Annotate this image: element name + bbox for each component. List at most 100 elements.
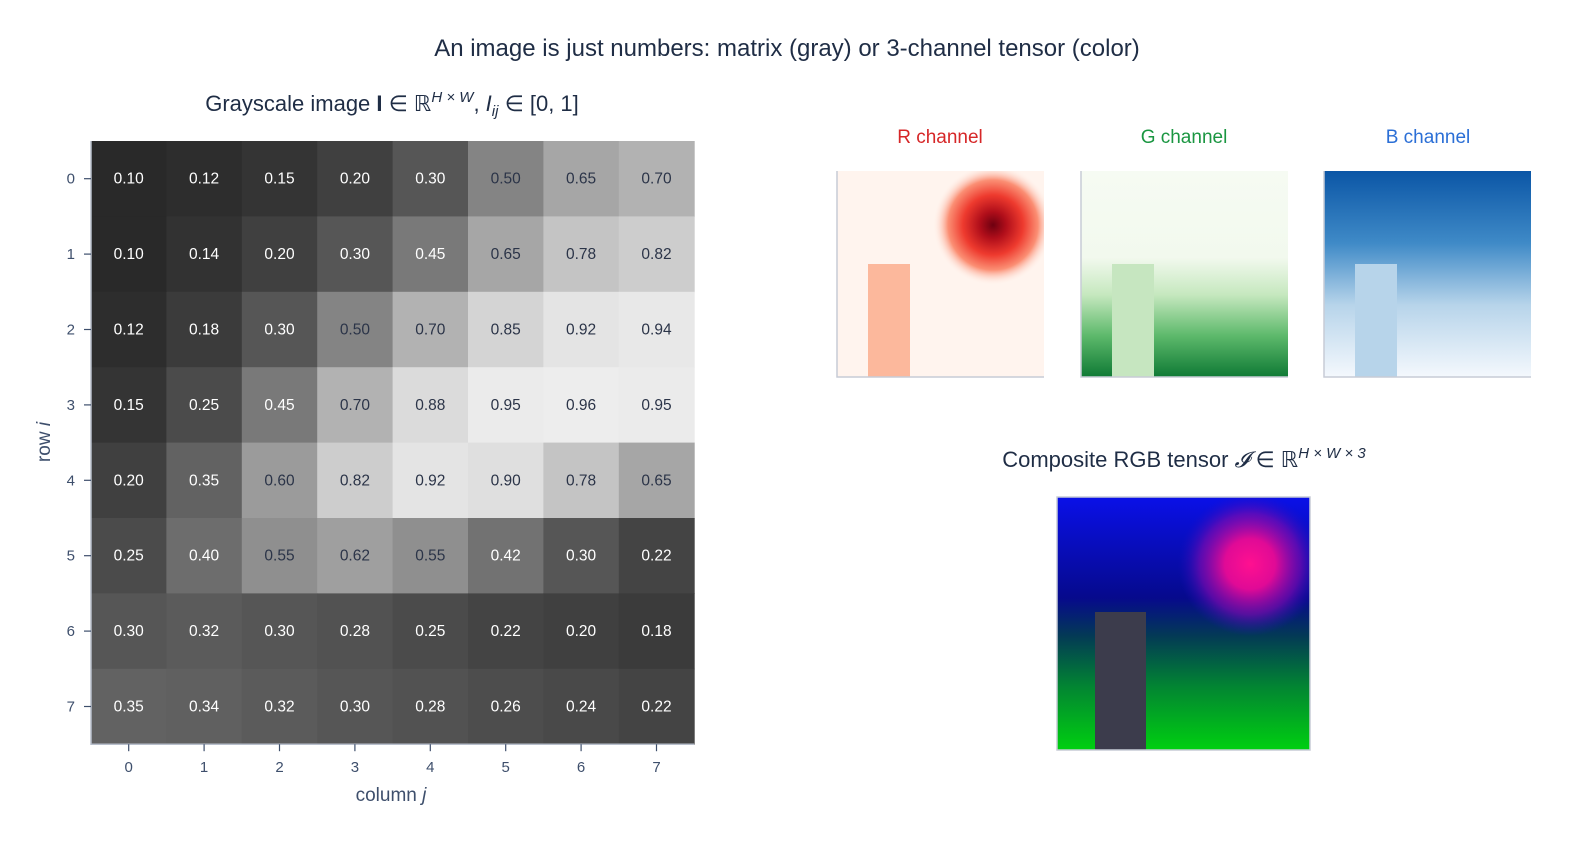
heatmap-cell-5-6 (543, 518, 620, 594)
heatmap-value-label: 0.20 (264, 246, 295, 263)
heatmap-cell-6-1 (166, 593, 243, 670)
heatmap-value-label: 0.62 (340, 548, 370, 565)
heatmap-value-label: 0.45 (264, 397, 294, 414)
heatmap-cell-0-1 (166, 141, 243, 217)
y-tick-label: 4 (67, 472, 75, 489)
heatmap-cell-3-6 (543, 367, 620, 444)
heatmap-cell-2-0 (91, 291, 167, 368)
heatmap-value-label: 0.30 (340, 699, 371, 716)
heatmap-value-label: 0.42 (491, 548, 521, 565)
heatmap-value-label: 0.94 (641, 322, 672, 339)
heatmap-cell-6-0 (91, 593, 167, 670)
heatmap-cell-1-0 (91, 216, 167, 293)
heatmap-cell-3-2 (241, 367, 318, 444)
heatmap-cell-5-0 (91, 518, 167, 594)
heatmap-value-label: 0.26 (491, 699, 521, 716)
heatmap-value-label: 0.28 (415, 699, 445, 716)
heatmap-value-label: 0.30 (566, 548, 597, 565)
heatmap-cell-2-5 (468, 291, 544, 368)
heatmap-value-label: 0.25 (189, 397, 219, 414)
heatmap-value-label: 0.65 (641, 472, 671, 489)
heatmap-value-label: 0.30 (114, 623, 145, 640)
heatmap-cell-5-2 (241, 518, 318, 594)
heatmap-value-label: 0.34 (189, 699, 220, 716)
heatmap-cell-6-4 (392, 593, 469, 670)
heatmap-value-label: 0.20 (340, 171, 371, 188)
heatmap-cell-2-6 (543, 291, 620, 368)
heatmap-cell-1-6 (543, 216, 620, 293)
heatmap-value-label: 0.30 (264, 322, 295, 339)
heatmap-value-label: 0.60 (264, 472, 295, 489)
heatmap-value-label: 0.32 (264, 699, 294, 716)
heatmap-cell-0-2 (241, 141, 318, 217)
heatmap-value-label: 0.95 (491, 397, 521, 414)
heatmap-cell-1-4 (392, 216, 469, 293)
y-tick-label: 6 (67, 623, 75, 640)
heatmap-value-label: 0.18 (641, 623, 671, 640)
heatmap-value-label: 0.78 (566, 246, 596, 263)
heatmap-value-label: 0.92 (415, 472, 445, 489)
heatmap-value-label: 0.70 (340, 397, 371, 414)
heatmap-cell-4-5 (468, 442, 544, 519)
heatmap-cell-5-4 (392, 518, 469, 594)
heatmap-value-label: 0.85 (491, 322, 521, 339)
y-axis-label: row i (34, 421, 55, 462)
heatmap-value-label: 0.55 (264, 548, 294, 565)
heatmap-cell-5-7 (618, 518, 695, 594)
heatmap-value-label: 0.10 (114, 171, 145, 188)
heatmap-value-label: 0.92 (566, 322, 596, 339)
heatmap-cell-4-0 (91, 442, 167, 519)
x-axis-ticks: 0 1 2 3 4 5 6 7 (125, 744, 661, 776)
heatmap-value-label: 0.96 (566, 397, 596, 414)
y-tick-label: 1 (67, 246, 75, 263)
heatmap-value-label: 0.12 (189, 171, 219, 188)
heatmap-cell-3-4 (392, 367, 469, 444)
heatmap-cell-7-6 (543, 668, 620, 745)
heatmap-cell-0-0 (91, 141, 167, 217)
y-axis-ticks: 0 1 2 3 4 5 6 7 (67, 171, 91, 716)
x-tick-label: 6 (577, 759, 585, 776)
heatmap-value-label: 0.12 (114, 322, 144, 339)
heatmap-value-label: 0.32 (189, 623, 219, 640)
heatmap-cell-1-1 (166, 216, 243, 293)
heatmap-cell-2-7 (618, 291, 695, 368)
grayscale-title: Grayscale image I ∈ ℝH × W, Iij ∈ [0, 1] (205, 89, 579, 120)
r-channel-title: R channel (897, 127, 983, 148)
heatmap-cell-6-2 (241, 593, 318, 670)
r-channel-image (836, 171, 1044, 378)
heatmap-cell-2-1 (166, 291, 243, 368)
b-channel-image (1323, 171, 1531, 378)
x-tick-label: 1 (200, 759, 208, 776)
heatmap-cell-1-3 (317, 216, 394, 293)
heatmap-value-label: 0.25 (114, 548, 144, 565)
y-tick-label: 0 (67, 171, 75, 188)
heatmap-cell-5-1 (166, 518, 243, 594)
heatmap-value-label: 0.22 (641, 699, 671, 716)
heatmap-value-label: 0.22 (641, 548, 671, 565)
x-tick-label: 3 (351, 759, 359, 776)
heatmap-value-label: 0.90 (491, 472, 522, 489)
x-tick-label: 7 (652, 759, 660, 776)
heatmap-value-label: 0.15 (114, 397, 144, 414)
heatmap-cell-2-3 (317, 291, 394, 368)
heatmap-value-label: 0.50 (340, 322, 371, 339)
heatmap-value-label: 0.28 (340, 623, 370, 640)
heatmap-cell-6-3 (317, 593, 394, 670)
heatmap-cell-1-7 (618, 216, 695, 293)
heatmap-value-label: 0.78 (566, 472, 596, 489)
heatmap-cell-2-4 (392, 291, 469, 368)
heatmap-cell-3-1 (166, 367, 243, 444)
heatmap-value-label: 0.65 (491, 246, 521, 263)
heatmap-cell-4-2 (241, 442, 318, 519)
heatmap-value-label: 0.30 (340, 246, 371, 263)
heatmap-cell-5-3 (317, 518, 394, 594)
figure-title: An image is just numbers: matrix (gray) … (434, 35, 1140, 62)
heatmap-value-label: 0.15 (264, 171, 294, 188)
heatmap-cell-3-3 (317, 367, 394, 444)
heatmap-value-label: 0.22 (491, 623, 521, 640)
heatmap-value-label: 0.35 (114, 699, 144, 716)
heatmap-cell-3-0 (91, 367, 167, 444)
heatmap-cell-4-6 (543, 442, 620, 519)
heatmap-cell-5-5 (468, 518, 544, 594)
grayscale-heatmap: 0.10 0.12 0.15 0.20 0.30 0.50 0.65 0.70 0.10 0.14… (90, 141, 695, 745)
